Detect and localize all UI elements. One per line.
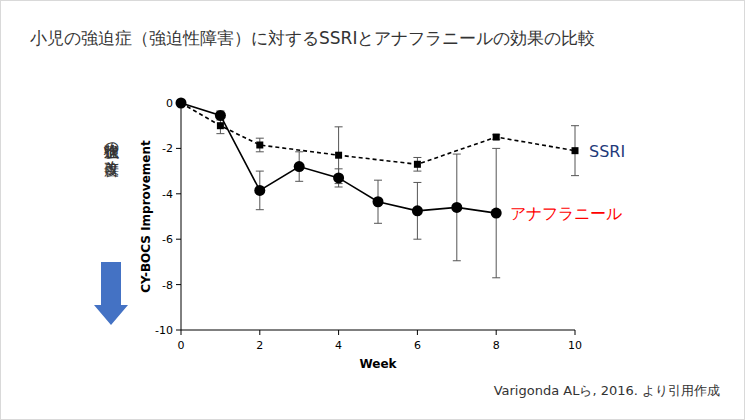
error-cap [413, 157, 421, 158]
page: {"chart_data": { "type": "line", "title"… [0, 0, 745, 420]
error-cap [453, 260, 461, 261]
y-tick [176, 284, 181, 285]
x-tick [417, 330, 418, 335]
error-bar [413, 157, 421, 171]
error-cap [335, 186, 343, 187]
error-cap [256, 209, 264, 210]
error-cap [374, 180, 382, 181]
error-cap [453, 154, 461, 155]
point [215, 110, 226, 121]
error-cap [413, 239, 421, 240]
x-tick-label: 4 [335, 339, 342, 352]
x-axis-label: Week [359, 357, 397, 371]
error-cap [492, 277, 500, 278]
error-cap [256, 138, 264, 139]
y-tick-label: 0 [166, 97, 173, 110]
background [1, 1, 745, 420]
x-axis [181, 330, 575, 331]
y-axis-label: CY-BOCS Improvement [139, 140, 153, 293]
y-tick-label: -2 [162, 142, 173, 155]
error-bar [571, 126, 579, 176]
arrow [94, 262, 128, 325]
x-tick-label: 2 [256, 339, 263, 352]
point [373, 196, 384, 207]
series [178, 100, 580, 184]
error-cap [413, 182, 421, 183]
error-cap [413, 171, 421, 172]
x-tick-label: 6 [414, 339, 421, 352]
error-cap [335, 168, 343, 169]
point [176, 98, 187, 109]
series-label: アナフラニール [510, 204, 622, 223]
point [414, 161, 421, 168]
error-cap [571, 175, 579, 176]
error-cap [295, 181, 303, 182]
point [491, 208, 502, 219]
side-note: 強迫症状の改善度 [103, 132, 121, 178]
x-tick [575, 330, 576, 335]
point [217, 122, 224, 129]
error-cap [335, 126, 343, 127]
y-tick-label: -6 [162, 233, 173, 246]
title: 小児の強迫症（強迫性障害）に対するSSRIとアナフラニールの効果の比較 [30, 28, 595, 48]
y-tick [176, 148, 181, 149]
error-cap [295, 151, 303, 152]
x-tick [496, 330, 497, 335]
error-cap [216, 133, 224, 134]
point [572, 147, 579, 154]
series-line [181, 103, 496, 213]
point [333, 172, 344, 183]
series-label: SSRI [589, 142, 625, 161]
y-tick [176, 193, 181, 194]
error-cap [492, 148, 500, 149]
x-tick-label: 8 [493, 339, 500, 352]
y-tick [176, 330, 181, 331]
error-cap [374, 223, 382, 224]
point [254, 185, 265, 196]
x-tick-label: 10 [568, 339, 582, 352]
point [493, 134, 500, 141]
point [256, 141, 263, 148]
point [335, 152, 342, 159]
x-tick [338, 330, 339, 335]
y-tick-label: -8 [162, 279, 173, 292]
plot-area [176, 98, 580, 278]
error-cap [571, 125, 579, 126]
error-cap [256, 151, 264, 152]
series [176, 98, 502, 278]
y-tick-label: -4 [162, 188, 173, 201]
x-tick [181, 330, 182, 335]
y-axis [181, 103, 182, 330]
point [294, 161, 305, 172]
error-bar [256, 138, 264, 152]
x-tick-label: 0 [178, 339, 185, 352]
y-tick-label: -10 [155, 324, 173, 337]
source: Varigonda ALら, 2016. より引用作成 [494, 383, 720, 398]
y-tick [176, 239, 181, 240]
x-tick [259, 330, 260, 335]
series-line [181, 103, 575, 164]
error-cap [256, 171, 264, 172]
point [451, 202, 462, 213]
point [412, 205, 423, 216]
chart: 小児の強迫症（強迫性障害）に対するSSRIとアナフラニールの効果の比較強迫症状の… [0, 0, 745, 420]
